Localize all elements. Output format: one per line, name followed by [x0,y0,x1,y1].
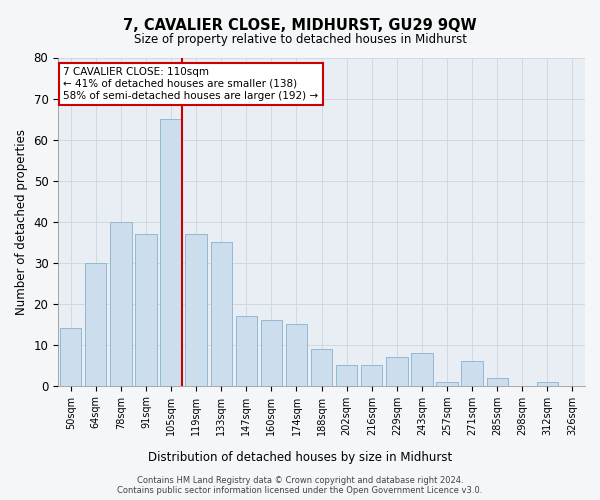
Bar [185,234,207,386]
Bar [160,119,182,386]
Bar [386,357,407,386]
Y-axis label: Number of detached properties: Number of detached properties [15,128,28,314]
Bar [311,349,332,386]
Bar [60,328,82,386]
Bar [261,320,282,386]
Bar [487,378,508,386]
Text: 7, CAVALIER CLOSE, MIDHURST, GU29 9QW: 7, CAVALIER CLOSE, MIDHURST, GU29 9QW [123,18,477,32]
Bar [135,234,157,386]
Bar [110,222,131,386]
Text: Size of property relative to detached houses in Midhurst: Size of property relative to detached ho… [133,32,467,46]
Bar [436,382,458,386]
Text: 7 CAVALIER CLOSE: 110sqm
← 41% of detached houses are smaller (138)
58% of semi-: 7 CAVALIER CLOSE: 110sqm ← 41% of detach… [64,68,319,100]
Bar [361,366,382,386]
Bar [336,366,358,386]
Bar [537,382,558,386]
Bar [236,316,257,386]
Bar [461,361,483,386]
Bar [286,324,307,386]
Text: Distribution of detached houses by size in Midhurst: Distribution of detached houses by size … [148,451,452,464]
Bar [411,353,433,386]
Text: Contains HM Land Registry data © Crown copyright and database right 2024.
Contai: Contains HM Land Registry data © Crown c… [118,476,482,495]
Bar [85,262,106,386]
Bar [211,242,232,386]
